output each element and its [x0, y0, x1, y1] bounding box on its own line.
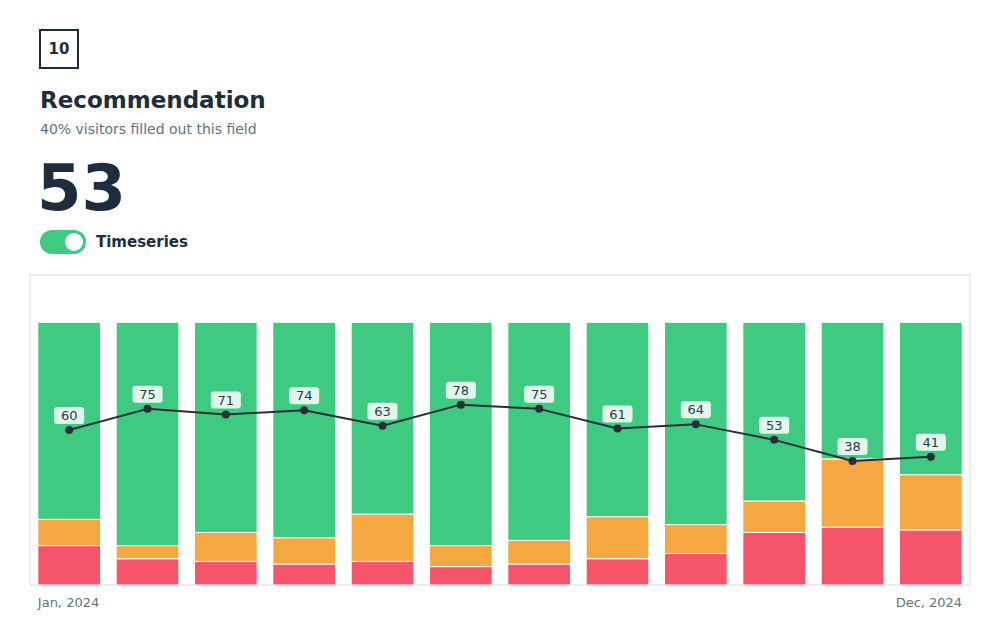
data-label-bg: [133, 386, 163, 403]
category-label: Jan, 2024: [37, 595, 99, 610]
data-label: 75: [139, 387, 156, 402]
bar-segment: [116, 322, 179, 545]
bar-segment: [743, 322, 806, 501]
data-label: 53: [766, 418, 783, 433]
plot-frame: [30, 275, 970, 585]
data-label-bg: [838, 438, 868, 455]
bar-segment: [273, 322, 336, 537]
bar-segment: [665, 525, 728, 554]
data-label-bg: [211, 392, 241, 409]
nps-point: [770, 436, 778, 444]
data-label: 63: [374, 404, 391, 419]
nps-overall: 53: [37, 151, 126, 225]
data-label-bg: [368, 403, 398, 420]
nps-point: [849, 457, 857, 465]
bar-segment: [821, 527, 884, 585]
icon-label: 10: [49, 40, 70, 58]
bar-segment: [821, 459, 884, 527]
bar-segment: [195, 322, 258, 532]
bar-segment: [508, 564, 571, 585]
nps-point: [535, 405, 543, 413]
bar-segment: [665, 553, 728, 585]
toggle-label: Timeseries: [96, 233, 188, 251]
nps-point: [457, 401, 465, 409]
icon-box: [40, 30, 78, 68]
bar-segment: [38, 546, 101, 585]
bar-segment: [821, 322, 884, 459]
bar-segment: [900, 475, 963, 530]
category-label: Dec, 2024: [896, 595, 963, 610]
bar-segment: [38, 519, 101, 545]
data-label: 61: [609, 407, 626, 422]
nps-point: [614, 425, 622, 433]
data-label: 74: [296, 388, 313, 403]
data-label-bg: [289, 387, 319, 404]
data-label: 41: [923, 435, 940, 450]
nps-point: [379, 422, 387, 430]
nps-point: [300, 406, 308, 414]
bar-segment: [586, 322, 649, 516]
bar-segment: [430, 567, 493, 585]
nps-point: [65, 426, 73, 434]
data-label-bg: [446, 382, 476, 399]
chart: 10 Recommendation 40% visitors filled out …: [0, 0, 1000, 642]
bar-segment: [665, 322, 728, 524]
data-label-bg: [54, 407, 84, 424]
nps-point: [927, 453, 935, 461]
bar-segment: [430, 546, 493, 567]
bar-segment: [900, 530, 963, 585]
bar-segment: [900, 322, 963, 474]
bar-segment: [743, 532, 806, 585]
bar-segment: [508, 540, 571, 564]
bar-segment: [195, 532, 258, 561]
nps-point: [144, 405, 152, 413]
data-label: 38: [844, 439, 861, 454]
bar-segment: [430, 322, 493, 545]
data-label-bg: [759, 417, 789, 434]
data-label: 75: [531, 387, 548, 402]
bar-segment: [116, 559, 179, 585]
bar-segment: [743, 501, 806, 533]
bar-segment: [351, 322, 414, 514]
bar-segment: [586, 517, 649, 559]
title: Recommendation: [40, 87, 266, 113]
marks: [38, 322, 962, 585]
data-label: 71: [218, 393, 235, 408]
bar-segment: [508, 322, 571, 540]
toggle[interactable]: [40, 230, 86, 254]
bar-segment: [586, 559, 649, 585]
data-label-bg: [681, 401, 711, 418]
data-label-bg: [524, 386, 554, 403]
subtitle: 40% visitors filled out this field: [40, 121, 257, 137]
data-label-bg: [916, 434, 946, 451]
bar-segment: [273, 564, 336, 585]
bar-segment: [351, 514, 414, 561]
bar-segment: [195, 561, 258, 585]
nps-point: [222, 411, 230, 419]
bar-segment: [116, 546, 179, 559]
data-label-bg: [603, 406, 633, 423]
bar-segment: [273, 538, 336, 564]
data-label: 64: [688, 402, 705, 417]
toggle-knob: [65, 233, 83, 251]
data-label: 60: [61, 408, 78, 423]
bar-segment: [38, 322, 101, 519]
nps-point: [692, 420, 700, 428]
nps-line: [69, 405, 931, 461]
bar-segment: [351, 561, 414, 585]
data-label: 78: [453, 383, 470, 398]
